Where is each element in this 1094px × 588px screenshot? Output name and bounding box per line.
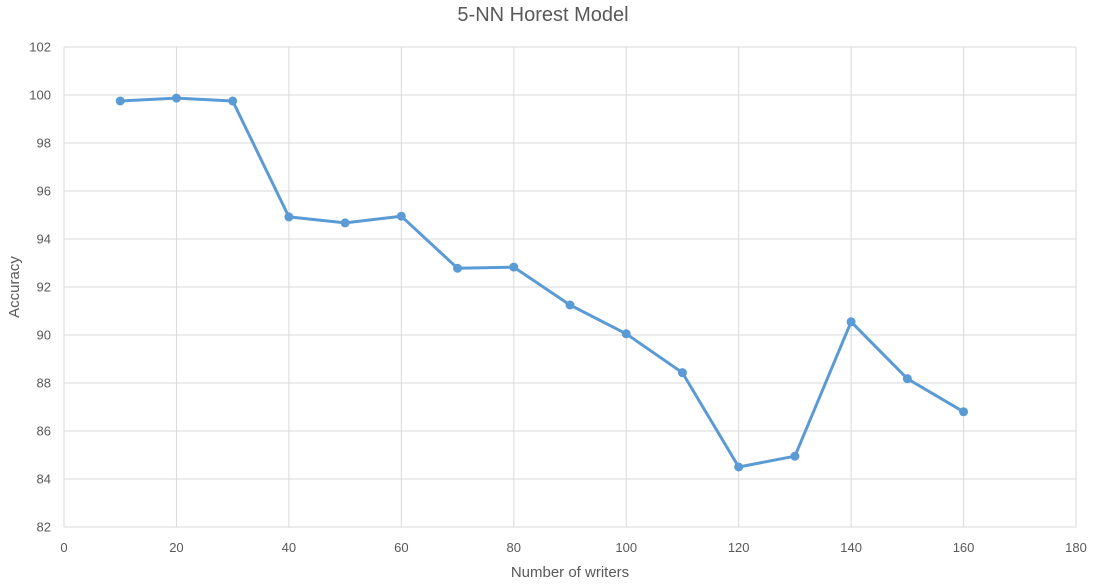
x-tick-label: 0 bbox=[60, 540, 67, 555]
data-point bbox=[284, 212, 294, 222]
data-point bbox=[396, 211, 406, 221]
x-tick-label: 180 bbox=[1065, 540, 1087, 555]
x-tick-label: 20 bbox=[169, 540, 183, 555]
data-point bbox=[228, 96, 238, 106]
y-axis-ticks: 82 84 86 88 90 92 94 96 98 100 102 bbox=[29, 40, 51, 535]
y-tick-label: 90 bbox=[37, 328, 51, 343]
data-point bbox=[846, 317, 856, 327]
x-axis-ticks: 0 20 40 60 80 100 120 140 160 180 bbox=[60, 540, 1086, 555]
x-tick-label: 40 bbox=[282, 540, 296, 555]
x-tick-label: 160 bbox=[953, 540, 975, 555]
data-point bbox=[565, 300, 575, 310]
chart-title: 5-NN Horest Model bbox=[457, 4, 628, 26]
x-tick-label: 120 bbox=[728, 540, 750, 555]
data-point bbox=[621, 329, 631, 339]
x-tick-label: 80 bbox=[507, 540, 521, 555]
data-point bbox=[340, 218, 350, 228]
x-axis-title: Number of writers bbox=[511, 564, 629, 581]
data-point bbox=[959, 407, 969, 417]
x-tick-label: 140 bbox=[840, 540, 862, 555]
y-tick-label: 100 bbox=[29, 88, 51, 103]
y-tick-label: 86 bbox=[37, 424, 51, 439]
x-tick-label: 100 bbox=[615, 540, 637, 555]
y-tick-label: 92 bbox=[37, 280, 51, 295]
data-series bbox=[115, 93, 969, 472]
y-tick-label: 94 bbox=[37, 232, 51, 247]
y-tick-label: 82 bbox=[37, 520, 51, 535]
y-tick-label: 84 bbox=[37, 472, 51, 487]
y-axis-title: Accuracy bbox=[6, 256, 23, 318]
data-point bbox=[453, 263, 463, 273]
y-tick-label: 102 bbox=[29, 40, 51, 55]
data-point bbox=[509, 262, 519, 272]
data-point bbox=[902, 374, 912, 384]
data-point bbox=[171, 93, 181, 103]
data-point bbox=[734, 462, 744, 472]
y-tick-label: 88 bbox=[37, 376, 51, 391]
data-point bbox=[790, 451, 800, 461]
data-point bbox=[677, 368, 687, 378]
y-tick-label: 96 bbox=[37, 184, 51, 199]
series-line bbox=[118, 96, 966, 469]
y-tick-label: 98 bbox=[37, 136, 51, 151]
data-point bbox=[115, 96, 125, 106]
x-tick-label: 60 bbox=[394, 540, 408, 555]
gridlines bbox=[63, 46, 1077, 528]
